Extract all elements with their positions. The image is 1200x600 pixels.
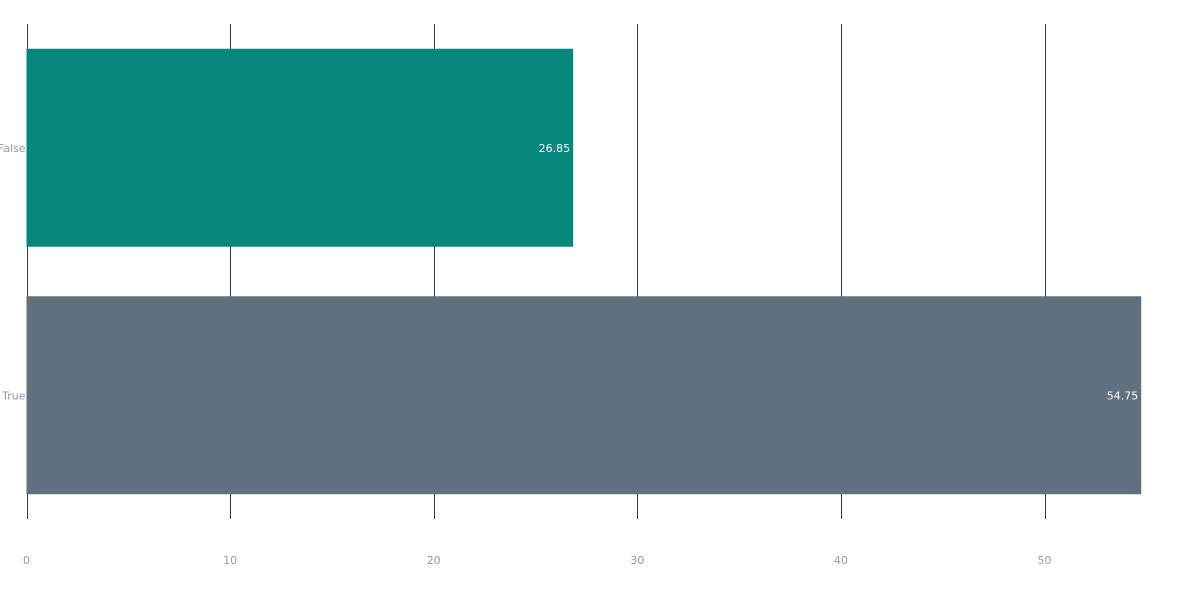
x-tick-label-2: 20 <box>427 554 441 567</box>
x-tick-label-3: 30 <box>630 554 644 567</box>
y-axis-ticks: False True <box>0 142 26 403</box>
y-tick-label-true: True <box>1 389 26 402</box>
y-tick-label-false: False <box>0 142 26 155</box>
bars <box>26 48 1142 495</box>
value-label-true: 54.75 <box>1107 389 1139 402</box>
x-tick-label-0: 0 <box>23 554 30 567</box>
x-tick-label-4: 40 <box>834 554 848 567</box>
x-tick-label-1: 10 <box>223 554 237 567</box>
x-tick-label-5: 50 <box>1038 554 1052 567</box>
value-labels: 26.85 54.75 <box>539 142 1139 403</box>
bar-true <box>26 296 1142 495</box>
bar-false <box>26 48 574 247</box>
x-axis-ticks: 0 10 20 30 40 50 <box>23 554 1052 567</box>
value-label-false: 26.85 <box>539 142 571 155</box>
